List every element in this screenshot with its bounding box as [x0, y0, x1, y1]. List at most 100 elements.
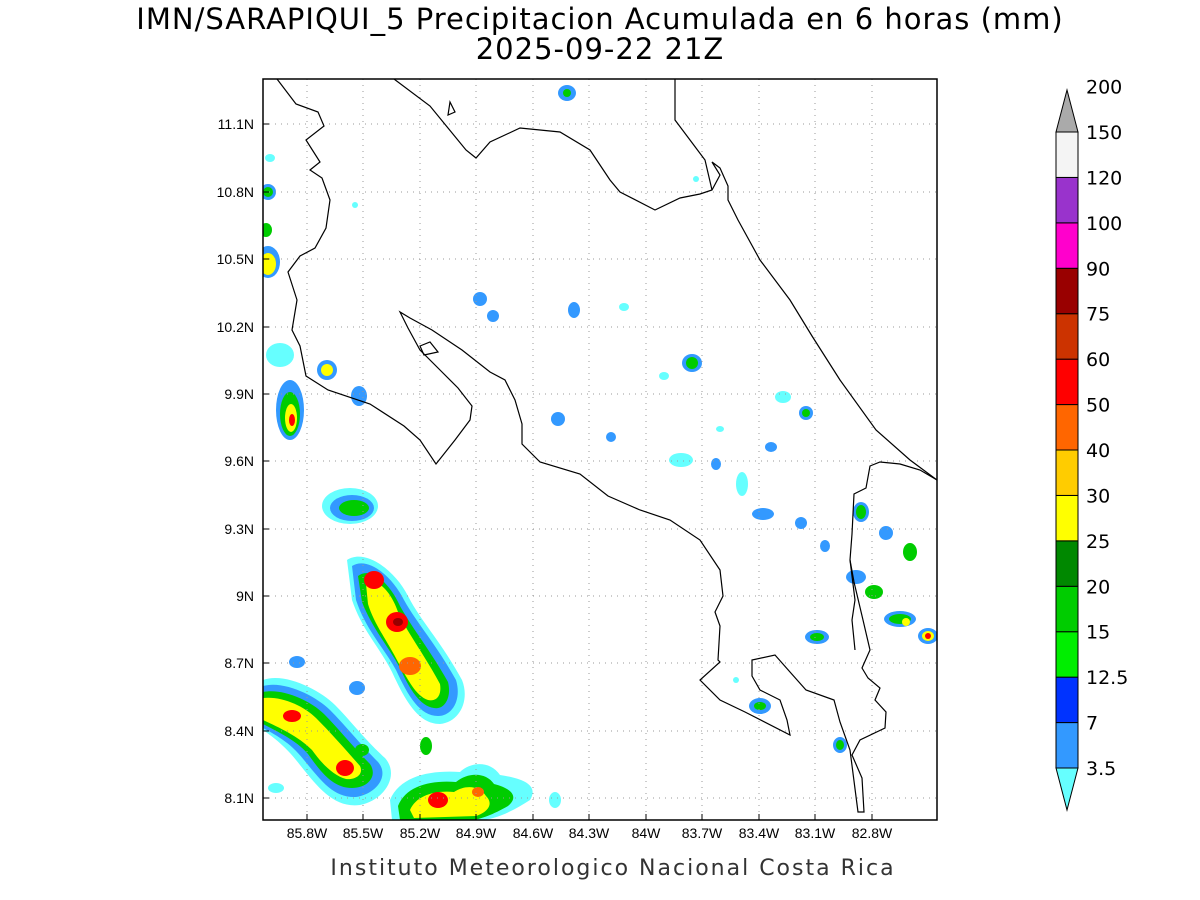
precip-cell: [856, 505, 866, 519]
colorbar-label: 200: [1086, 77, 1122, 99]
precip-core: [283, 710, 301, 722]
colorbar-segment: [1055, 313, 1079, 360]
precip-cell: [568, 302, 580, 318]
coastline-layer: [276, 79, 937, 813]
precip-core: [364, 571, 384, 589]
precip-cell: [754, 702, 766, 710]
precipitation-layer: [263, 85, 937, 820]
y-tick-label: 9N: [236, 588, 254, 604]
precip-cell: [775, 391, 791, 403]
precip-cell: [669, 453, 693, 467]
precip-cell: [711, 458, 721, 470]
colorbar-segment: [1055, 676, 1079, 724]
precip-core: [336, 760, 354, 776]
precip-band: [410, 787, 490, 818]
y-tick-label: 8.1N: [224, 790, 254, 806]
colorbar-label: 7: [1086, 713, 1098, 735]
precip-cell: [420, 737, 432, 755]
precip-cell: [865, 585, 883, 599]
y-tick-label: 9.3N: [224, 521, 254, 537]
coastline-pacific: [276, 79, 937, 813]
colorbar-segment: [1055, 267, 1079, 315]
precip-cell: [903, 543, 917, 561]
precip-cell: [879, 526, 893, 540]
precip-cell: [846, 570, 866, 584]
colorbar-segment: [1055, 722, 1079, 769]
precip-cell: [765, 442, 777, 452]
precip-cell: [716, 426, 724, 432]
colorbar-label: 50: [1086, 395, 1110, 417]
precip-cell: [736, 472, 748, 496]
y-tick-label: 10.2N: [217, 319, 254, 335]
precip-cell: [355, 744, 369, 756]
precip-cell: [563, 89, 571, 97]
x-tick-label: 82.8W: [852, 825, 893, 841]
colorbar-label: 90: [1086, 258, 1110, 280]
precip-cell: [351, 386, 367, 406]
island: [447, 100, 456, 116]
border-south: [849, 559, 856, 651]
x-tick-label: 84.9W: [456, 825, 497, 841]
x-tick-label: 83.4W: [739, 825, 780, 841]
y-tick-label: 9.6N: [224, 453, 254, 469]
colorbar-label: 3.5: [1086, 758, 1116, 780]
x-tick-label: 83.1W: [795, 825, 836, 841]
footer-credit: Instituto Meteorologico Nacional Costa R…: [330, 856, 896, 881]
precip-cell: [686, 357, 698, 369]
colorbar-label: 100: [1086, 213, 1122, 235]
colorbar-segment: [1055, 540, 1079, 587]
y-tick-label: 8.4N: [224, 723, 254, 739]
y-tick-label: 10.8N: [217, 184, 254, 200]
x-tick-label: 85.5W: [343, 825, 384, 841]
coastline-caribbean: [393, 79, 937, 481]
colorbar-segment: [1055, 585, 1079, 633]
precip-core: [472, 787, 484, 797]
colorbar: 3.5 7 12.5 15 20 25 30 40 50 60 75 90 100 120 150 200: [1055, 77, 1128, 812]
colorbar-label: 25: [1086, 531, 1110, 553]
y-tick-label: 8.7N: [224, 655, 254, 671]
precip-cell: [289, 656, 305, 668]
precip-cell: [263, 223, 272, 237]
precip-band: [366, 582, 441, 701]
colorbar-label: 120: [1086, 167, 1122, 189]
grid-lines: [263, 79, 937, 820]
colorbar-label: 40: [1086, 440, 1110, 462]
colorbar-segment: [1055, 222, 1079, 269]
precip-cell: [795, 517, 807, 529]
colorbar-segment: [1055, 404, 1079, 451]
colorbar-label: 20: [1086, 576, 1110, 598]
colorbar-segment: [1055, 631, 1079, 678]
map-subtitle: 2025-09-22 21Z: [475, 32, 725, 66]
precip-cell: [810, 633, 824, 641]
colorbar-segment: [1055, 88, 1079, 133]
x-tick-label: 83.7W: [682, 825, 723, 841]
colorbar-segment: [1055, 131, 1079, 178]
precip-cell: [473, 292, 487, 306]
x-tick-label: 84.6W: [513, 825, 554, 841]
precip-cell: [266, 343, 294, 367]
x-tick-label: 84.3W: [569, 825, 610, 841]
precip-cell: [606, 432, 616, 442]
x-tick-label: 85.8W: [287, 825, 328, 841]
precip-cell: [549, 792, 561, 808]
precip-cell: [820, 540, 830, 552]
precip-cell: [802, 409, 810, 417]
y-tick-label: 11.1N: [218, 116, 254, 132]
precip-core: [393, 618, 403, 626]
precip-cell: [659, 372, 669, 380]
colorbar-segment: [1055, 767, 1079, 812]
border-north: [674, 79, 713, 191]
precip-cell: [693, 176, 699, 182]
colorbar-segment: [1055, 358, 1079, 406]
island: [419, 341, 440, 356]
precip-cell: [752, 508, 774, 520]
colorbar-label: 75: [1086, 304, 1110, 326]
colorbar-label: 60: [1086, 349, 1110, 371]
precip-core: [428, 792, 448, 808]
x-axis-labels: 85.8W 85.5W 85.2W 84.9W 84.6W 84.3W 84W …: [287, 825, 893, 841]
precip-core: [399, 657, 421, 675]
precip-cell: [321, 364, 333, 376]
y-tick-label: 9.9N: [224, 386, 254, 402]
precip-cell: [836, 740, 844, 750]
